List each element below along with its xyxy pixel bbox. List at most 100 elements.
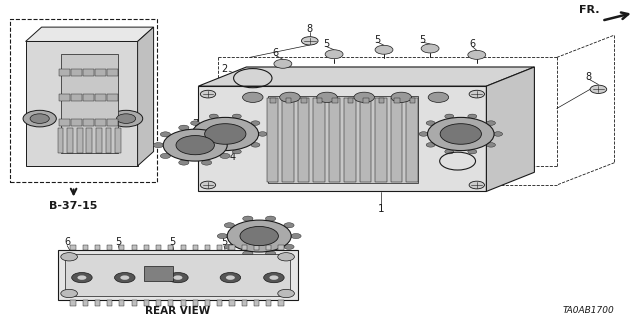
Bar <box>83 94 95 101</box>
Text: 8: 8 <box>586 71 592 82</box>
Circle shape <box>468 114 477 119</box>
Text: 6: 6 <box>272 48 278 58</box>
Circle shape <box>421 44 439 53</box>
Circle shape <box>493 132 502 136</box>
Bar <box>180 300 186 306</box>
Text: FR.: FR. <box>579 4 600 15</box>
Bar <box>144 300 149 306</box>
Circle shape <box>72 272 92 283</box>
Bar <box>379 98 385 103</box>
Circle shape <box>168 272 188 283</box>
Circle shape <box>202 125 212 130</box>
Bar <box>329 98 340 182</box>
Circle shape <box>109 110 143 127</box>
Bar <box>65 254 290 296</box>
Circle shape <box>226 275 235 280</box>
Bar <box>70 245 76 250</box>
Bar <box>230 245 235 250</box>
Bar <box>254 300 259 306</box>
Bar <box>83 245 88 250</box>
Bar <box>391 98 403 182</box>
Text: 7: 7 <box>192 119 198 130</box>
Circle shape <box>269 275 278 280</box>
Circle shape <box>317 92 337 102</box>
Bar <box>95 70 106 77</box>
Bar <box>278 300 284 306</box>
Circle shape <box>220 272 241 283</box>
Bar <box>242 245 247 250</box>
Bar <box>267 98 278 182</box>
Bar <box>301 98 307 103</box>
Text: 5: 5 <box>419 34 426 45</box>
Bar <box>282 98 294 182</box>
Circle shape <box>179 160 189 165</box>
Bar <box>95 94 106 101</box>
Circle shape <box>154 143 164 148</box>
Bar <box>230 300 235 306</box>
Circle shape <box>258 132 267 136</box>
Circle shape <box>266 251 276 256</box>
Circle shape <box>469 181 484 189</box>
Bar <box>107 300 112 306</box>
Circle shape <box>468 149 477 154</box>
Circle shape <box>224 244 234 249</box>
Circle shape <box>205 124 246 144</box>
Bar <box>132 300 137 306</box>
Circle shape <box>220 153 230 159</box>
Bar <box>180 245 186 250</box>
Bar <box>95 245 100 250</box>
Bar <box>119 300 124 306</box>
Bar <box>26 41 138 166</box>
Text: 7: 7 <box>256 250 262 260</box>
Bar <box>242 300 247 306</box>
Circle shape <box>191 121 200 125</box>
Circle shape <box>77 275 86 280</box>
Circle shape <box>445 149 454 154</box>
Bar <box>314 98 325 182</box>
Text: 3: 3 <box>410 156 416 166</box>
Polygon shape <box>486 67 534 191</box>
Circle shape <box>301 37 318 45</box>
Bar <box>348 98 353 103</box>
Bar <box>115 128 121 153</box>
Circle shape <box>23 110 56 127</box>
Circle shape <box>251 121 260 125</box>
Bar <box>71 119 83 126</box>
Circle shape <box>179 125 189 130</box>
Bar <box>71 70 83 77</box>
Bar <box>266 300 271 306</box>
Bar <box>95 300 100 306</box>
Circle shape <box>116 114 136 123</box>
Bar <box>59 94 70 101</box>
Bar <box>107 94 118 101</box>
Bar <box>132 245 137 250</box>
Bar <box>205 245 210 250</box>
Text: 2: 2 <box>221 63 227 74</box>
Bar <box>278 245 284 250</box>
Circle shape <box>176 136 214 155</box>
Bar <box>107 70 118 77</box>
Bar <box>168 245 173 250</box>
Bar <box>106 128 111 153</box>
Text: B-37-15: B-37-15 <box>49 201 98 211</box>
Circle shape <box>163 129 227 161</box>
Text: 6: 6 <box>64 237 70 248</box>
Circle shape <box>61 289 77 298</box>
Bar <box>360 98 371 182</box>
Circle shape <box>266 216 276 221</box>
Circle shape <box>200 90 216 98</box>
Bar <box>58 128 63 153</box>
Bar <box>70 300 76 306</box>
Circle shape <box>445 114 454 119</box>
Bar <box>119 245 124 250</box>
Circle shape <box>224 223 234 228</box>
Bar <box>298 98 309 182</box>
Bar <box>266 245 271 250</box>
Bar <box>217 245 222 250</box>
Circle shape <box>284 244 294 249</box>
Circle shape <box>160 132 170 137</box>
Bar <box>332 98 338 103</box>
Text: 8: 8 <box>307 24 313 34</box>
Bar <box>394 98 400 103</box>
Bar <box>156 300 161 306</box>
